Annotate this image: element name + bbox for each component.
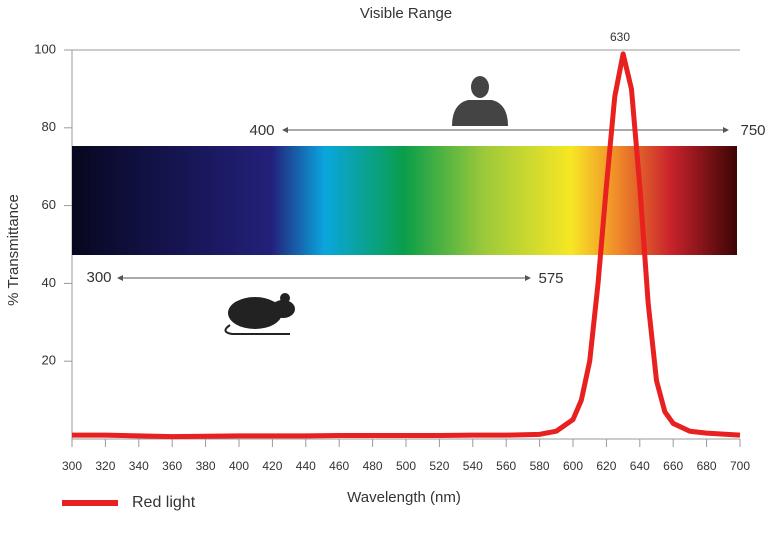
y-tick-label: 20 bbox=[42, 353, 56, 368]
x-tick-label: 440 bbox=[296, 459, 316, 473]
data-line bbox=[72, 51, 741, 440]
annotation: 575 bbox=[538, 270, 563, 287]
x-tick-label: 520 bbox=[429, 459, 449, 473]
legend-label: Red light bbox=[132, 494, 196, 511]
x-tick-label: 600 bbox=[563, 459, 583, 473]
human-icon bbox=[452, 76, 508, 126]
x-tick-label: 540 bbox=[463, 459, 483, 473]
x-tick-label: 460 bbox=[329, 459, 349, 473]
y-axis-title: % Transmittance bbox=[5, 194, 22, 306]
annotation: 300 bbox=[86, 269, 111, 286]
chart-title: Visible Range bbox=[360, 5, 452, 22]
x-tick-label: 580 bbox=[530, 459, 550, 473]
peak-label: 630 bbox=[610, 30, 630, 44]
x-tick-label: 480 bbox=[363, 459, 383, 473]
x-tick-label: 400 bbox=[229, 459, 249, 473]
annotation: 400 bbox=[249, 122, 274, 139]
y-tick-label: 60 bbox=[42, 197, 56, 212]
x-tick-label: 420 bbox=[262, 459, 282, 473]
x-tick-label: 620 bbox=[596, 459, 616, 473]
x-tick-label: 680 bbox=[697, 459, 717, 473]
x-axis-title: Wavelength (nm) bbox=[347, 489, 461, 506]
x-tick-label: 380 bbox=[196, 459, 216, 473]
x-tick-label: 320 bbox=[95, 459, 115, 473]
spectrum-band bbox=[72, 146, 737, 255]
mouse-icon bbox=[224, 293, 295, 335]
y-tick-label: 40 bbox=[42, 275, 56, 290]
x-tick-label: 340 bbox=[129, 459, 149, 473]
x-tick-label: 660 bbox=[663, 459, 683, 473]
annotation: 750 bbox=[740, 122, 765, 139]
y-tick-label: 80 bbox=[42, 119, 56, 134]
x-tick-label: 700 bbox=[730, 459, 750, 473]
x-tick-label: 360 bbox=[162, 459, 182, 473]
x-tick-label: 300 bbox=[62, 459, 82, 473]
x-tick-label: 640 bbox=[630, 459, 650, 473]
y-tick-label: 100 bbox=[34, 41, 56, 56]
x-tick-label: 560 bbox=[496, 459, 516, 473]
x-tick-label: 500 bbox=[396, 459, 416, 473]
